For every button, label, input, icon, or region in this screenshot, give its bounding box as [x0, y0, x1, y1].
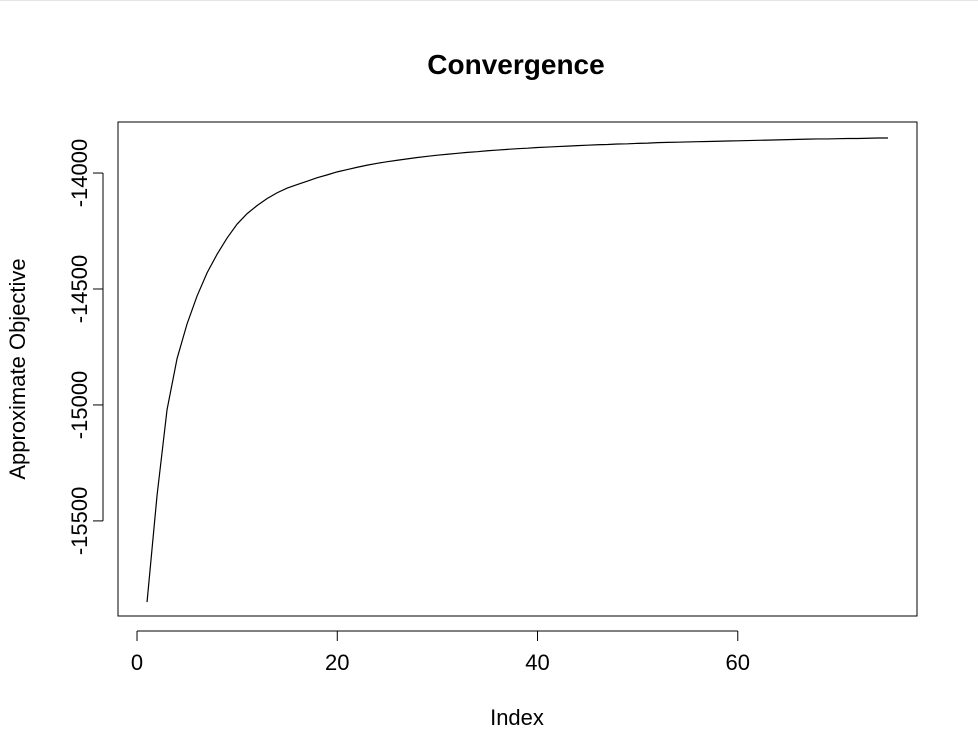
y-axis-label: Approximate Objective — [5, 258, 30, 479]
series-line — [146, 137, 888, 603]
x-axis: 0 20 40 60 — [131, 630, 750, 675]
x-tick-label: 20 — [325, 650, 349, 675]
x-tick-label: 60 — [726, 650, 750, 675]
x-tick-label: 40 — [525, 650, 549, 675]
y-tick-label: -15000 — [67, 371, 92, 440]
x-axis-label: Index — [490, 705, 544, 730]
x-tick-label: 0 — [131, 650, 143, 675]
y-tick-label: -14000 — [67, 139, 92, 208]
chart-title: Convergence — [427, 49, 604, 80]
y-tick-label: -14500 — [67, 255, 92, 324]
y-tick-label: -15500 — [67, 487, 92, 556]
plot-frame — [117, 121, 918, 617]
y-axis: -15500 -15000 -14500 -14000 — [67, 139, 104, 556]
